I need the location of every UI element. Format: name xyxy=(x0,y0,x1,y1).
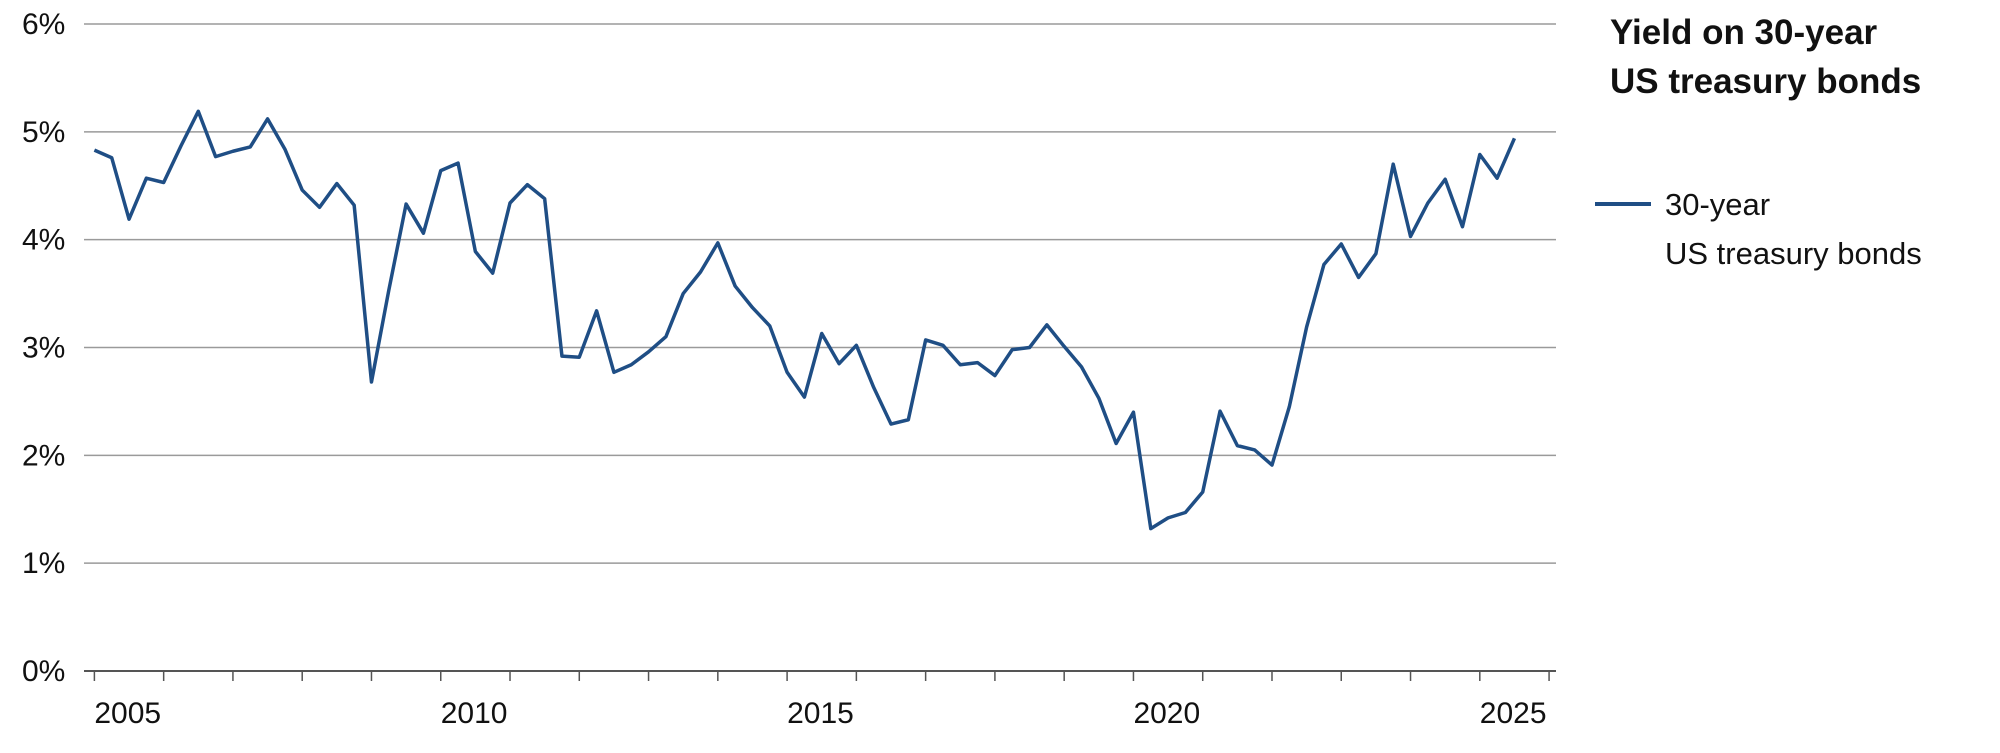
y-tick-label: 4% xyxy=(22,224,65,257)
x-tick-label: 2020 xyxy=(1133,697,1200,730)
y-tick-label: 3% xyxy=(22,331,65,364)
legend: 30-year US treasury bonds xyxy=(1595,180,1922,278)
legend-label: 30-year US treasury bonds xyxy=(1665,187,1922,271)
y-tick-label: 1% xyxy=(22,547,65,580)
x-tick-label: 2010 xyxy=(441,697,508,730)
y-tick-label: 6% xyxy=(22,8,65,41)
x-tick-label: 2015 xyxy=(787,697,854,730)
x-tick-label: 2025 xyxy=(1480,697,1547,730)
x-tick-label: 2005 xyxy=(94,697,161,730)
chart-title: Yield on 30-year US treasury bonds xyxy=(1610,13,1922,101)
y-tick-label: 0% xyxy=(22,655,65,688)
y-tick-label: 2% xyxy=(22,439,65,472)
y-tick-label: 5% xyxy=(22,116,65,149)
legend-swatch xyxy=(1595,202,1651,206)
data-line xyxy=(93,109,1517,531)
